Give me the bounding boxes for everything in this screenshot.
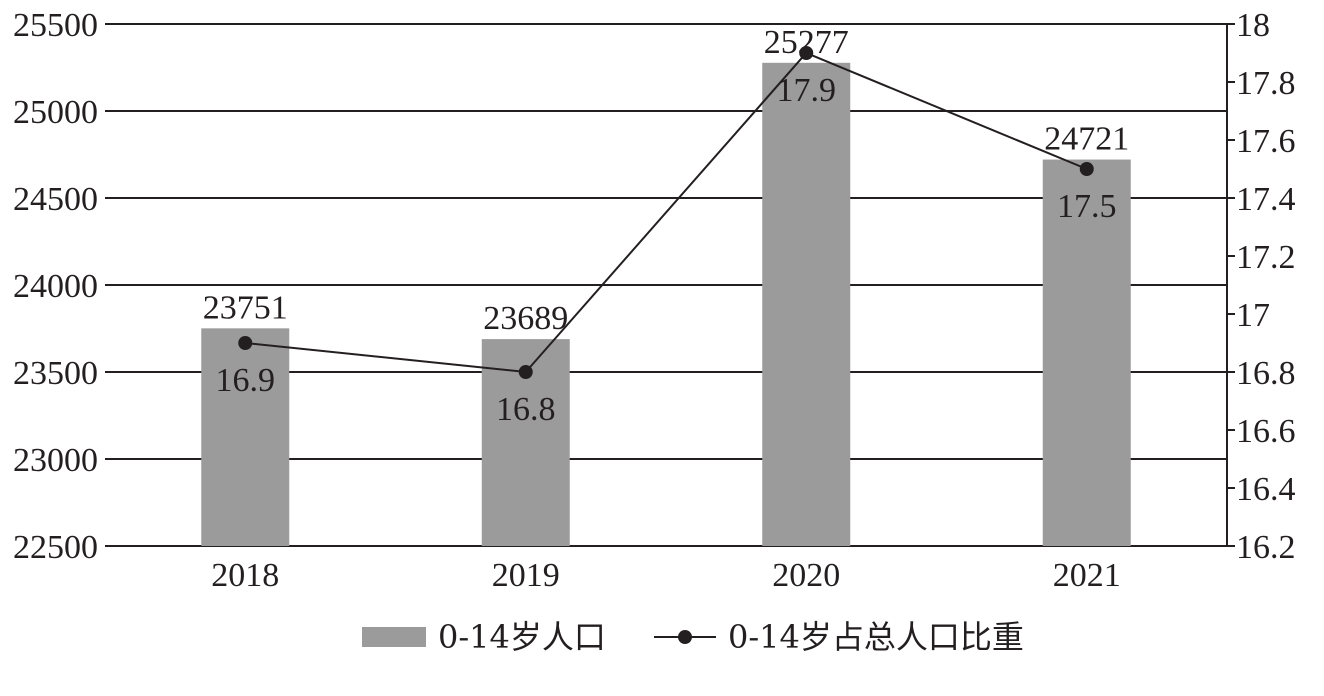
legend-line-marker — [678, 630, 692, 644]
data-labels: 23751 23689 25277 24721 16.9 16.8 17.9 17.5 — [203, 24, 1130, 428]
left-axis-tick-label: 24500 — [13, 181, 98, 218]
bar-value-label: 23751 — [203, 289, 288, 326]
legend-bar-label: 0-14岁人口 — [438, 618, 606, 656]
population-bar — [201, 328, 290, 546]
legend-bar-swatch — [362, 627, 426, 647]
share-point — [1079, 162, 1094, 176]
bar-value-label: 25277 — [764, 24, 849, 61]
right-axis-tick-label: 17.8 — [1236, 65, 1296, 102]
x-axis-tick-label: 2018 — [211, 557, 279, 594]
bar-value-label: 23689 — [483, 300, 568, 337]
grid-lines — [105, 23, 1227, 547]
right-axis-tick-label: 17.6 — [1236, 123, 1296, 160]
x-axis-tick-label: 2019 — [492, 557, 560, 594]
line-series — [238, 46, 1094, 379]
left-axis-tick-label: 25500 — [13, 7, 98, 44]
right-axis-tick-label: 17 — [1236, 297, 1270, 334]
share-point — [518, 365, 533, 379]
share-line — [245, 51, 1088, 374]
left-axis-tick-label: 25000 — [13, 94, 98, 131]
right-axis-tick-label: 16.4 — [1236, 471, 1296, 508]
population-bar — [762, 62, 851, 546]
line-value-label: 17.9 — [777, 72, 837, 109]
bar-series — [201, 62, 1131, 546]
right-axis-tick-label: 17.4 — [1236, 181, 1296, 218]
right-axis-tick-label: 16.2 — [1236, 529, 1296, 566]
left-axis-tick-label: 23000 — [13, 442, 98, 479]
line-value-label: 16.8 — [496, 391, 556, 428]
right-axis-tick-label: 16.8 — [1236, 355, 1296, 392]
x-axis-tick-label: 2020 — [772, 557, 840, 594]
right-axis-tick-label: 18 — [1236, 7, 1270, 44]
population-bar — [1042, 159, 1131, 546]
right-axis-tick-label: 16.6 — [1236, 413, 1296, 450]
share-point — [238, 336, 253, 350]
line-value-label: 17.5 — [1057, 188, 1117, 225]
legend: 0-14岁人口 0-14岁占总人口比重 — [362, 618, 1024, 656]
x-axis-tick-label: 2021 — [1053, 557, 1121, 594]
left-axis-tick-label: 22500 — [13, 529, 98, 566]
left-y-axis: 22500 23000 23500 24000 24500 25000 25500 — [13, 7, 98, 566]
right-axis-tick-label: 17.2 — [1236, 239, 1296, 276]
legend-line-label: 0-14岁占总人口比重 — [728, 618, 1024, 656]
share-point — [799, 46, 814, 60]
bar-value-label: 24721 — [1044, 121, 1129, 158]
line-value-label: 16.9 — [216, 362, 276, 399]
right-y-axis: 16.2 16.4 16.6 16.8 17 17.2 17.4 17.6 17.8 18 — [1226, 7, 1296, 566]
x-axis: 2018 2019 2020 2021 — [211, 557, 1121, 594]
left-axis-tick-label: 24000 — [13, 268, 98, 305]
left-axis-tick-label: 23500 — [13, 355, 98, 392]
